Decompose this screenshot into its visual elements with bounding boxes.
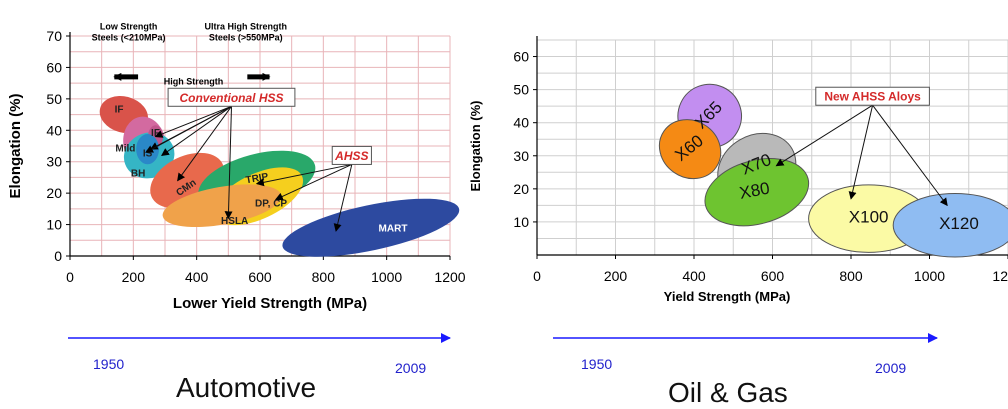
y-tick-label: 10 <box>513 214 529 230</box>
y-tick-label: 60 <box>46 59 62 75</box>
x-tick-label: 1200 <box>434 269 465 285</box>
callout-pointer <box>255 163 352 187</box>
x-tick-label: 1200 <box>992 268 1008 284</box>
callout-pointer <box>274 163 353 201</box>
y-axis-label: Elongation (%) <box>468 101 483 192</box>
x-tick-label: 200 <box>122 269 146 285</box>
y-tick-label: 50 <box>46 91 62 107</box>
y-tick-label: 30 <box>46 154 62 170</box>
x-tick-label: 800 <box>839 268 863 284</box>
region-label: X100 <box>849 208 889 227</box>
x-tick-label: 1000 <box>914 268 945 284</box>
automotive-caption: Automotive <box>176 372 317 403</box>
region-label: X120 <box>939 214 979 233</box>
header-label: Ultra High Strength <box>205 22 288 32</box>
region-mart <box>282 198 460 257</box>
region-hsla <box>162 184 282 228</box>
region-label: IF <box>115 104 124 115</box>
callout-box <box>167 87 296 107</box>
region-x120 <box>892 192 1008 258</box>
x-tick-label: 0 <box>66 269 74 285</box>
header-label: Steels (<210MPa) <box>92 33 166 43</box>
y-tick-label: 20 <box>513 181 529 197</box>
x-tick-label: 200 <box>604 268 628 284</box>
y-tick-label: 0 <box>54 248 62 264</box>
region-label: MART <box>379 224 408 235</box>
region-label: IS <box>143 148 153 159</box>
oil-start-year: 1950 <box>581 356 613 372</box>
callout-text: Conventional HSS <box>179 91 283 105</box>
callout-box <box>331 145 372 165</box>
header-label: Steels (>550MPa) <box>209 33 283 43</box>
callout-text: New AHSS Aloys <box>824 90 921 104</box>
y-tick-label: 70 <box>46 28 62 44</box>
callout-pointer <box>161 105 232 157</box>
callout-pointer <box>177 105 232 182</box>
auto-start-year: 1950 <box>93 356 125 372</box>
callout-pointer <box>775 104 873 167</box>
callout-pointer <box>872 104 948 207</box>
region-x80 <box>704 158 810 227</box>
region-x60 <box>658 119 722 180</box>
x-tick-label: 0 <box>533 268 541 284</box>
y-axis-label: Elongation (%) <box>7 94 24 199</box>
callout-pointer <box>154 105 232 138</box>
header-label: High Strength <box>164 77 224 87</box>
x-axis-label: Yield Strength (MPa) <box>664 289 791 304</box>
y-tick-label: 40 <box>513 115 529 131</box>
callout-text: AHSS <box>334 149 368 163</box>
region-label: DP, CP <box>255 199 287 210</box>
callout-pointer <box>145 105 232 153</box>
x-tick-label: 400 <box>185 269 209 285</box>
x-tick-label: 800 <box>312 269 336 285</box>
oil-gas-caption: Oil & Gas <box>668 377 788 408</box>
callout-pointer <box>848 105 874 200</box>
y-tick-label: 40 <box>46 122 62 138</box>
header-label: Low Strength <box>100 22 158 32</box>
callout-pointer <box>224 106 233 220</box>
automotive-chart: 0 10 20 30 40 50 60 70 0 200 400 600 800 1000 1200 Lowe… <box>7 22 466 343</box>
x-tick-label: 600 <box>248 269 272 285</box>
y-tick-label: 20 <box>46 185 62 201</box>
y-tick-label: 60 <box>513 49 529 65</box>
region-label: HSLA <box>221 216 248 227</box>
region-label: BH <box>131 169 145 180</box>
x-axis-label: Lower Yield Strength (MPa) <box>173 295 367 312</box>
x-tick-label: 400 <box>682 268 706 284</box>
region-label: IF <box>151 128 160 139</box>
y-tick-label: 10 <box>46 217 62 233</box>
regions <box>658 83 1008 258</box>
oil-end-year: 2009 <box>875 360 907 376</box>
region-label: Mild <box>115 144 135 155</box>
x-tick-label: 600 <box>761 268 785 284</box>
callout-pointer <box>333 164 353 232</box>
callout-box <box>815 86 930 106</box>
regions <box>99 96 460 257</box>
x-tick-label: 1000 <box>371 269 402 285</box>
auto-end-year: 2009 <box>395 360 427 376</box>
y-tick-label: 30 <box>513 148 529 164</box>
y-tick-label: 50 <box>513 82 529 98</box>
oil-gas-chart: 102030405060020040060080010001200Yield S… <box>468 36 1008 343</box>
